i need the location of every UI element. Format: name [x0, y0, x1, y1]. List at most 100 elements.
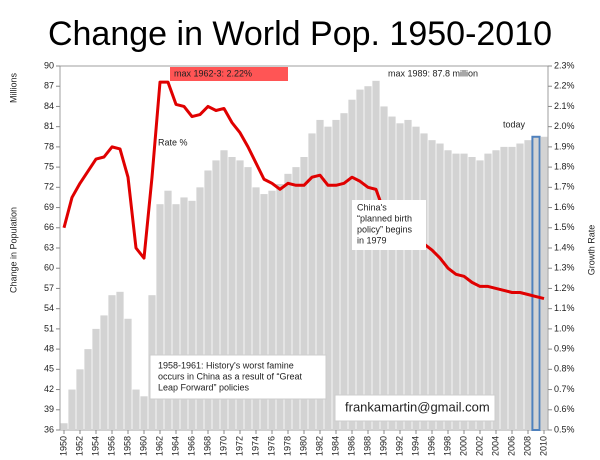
- x-tick-label: 2006: [506, 436, 516, 456]
- y-tick-label: 51: [44, 323, 54, 333]
- annotation: in 1979: [357, 235, 387, 245]
- x-tick-label: 1964: [170, 436, 180, 456]
- annotation: China's: [357, 202, 387, 212]
- bar: [228, 157, 236, 430]
- y-tick-label: 72: [44, 182, 54, 192]
- bar: [156, 204, 164, 430]
- bar: [196, 187, 204, 430]
- annotation: 1958-1961: History's worst famine: [158, 360, 294, 370]
- y-tick-label: 81: [44, 121, 54, 131]
- bar: [348, 99, 356, 430]
- bar: [276, 183, 284, 430]
- x-tick-label: 1960: [138, 436, 148, 456]
- y2-tick-label: 2.3%: [554, 60, 575, 70]
- y2-tick-label: 2.0%: [554, 121, 575, 131]
- x-tick-label: 2000: [458, 436, 468, 456]
- x-tick-label: 1956: [106, 436, 116, 456]
- y-tick-label: 54: [44, 303, 54, 313]
- x-tick-label: 1980: [298, 436, 308, 456]
- bar: [516, 143, 524, 430]
- y2-tick-label: 0.5%: [554, 424, 575, 434]
- x-tick-label: 1954: [90, 436, 100, 456]
- chart-title: Change in World Pop. 1950-2010: [48, 15, 552, 53]
- y-tick-label: 78: [44, 141, 54, 151]
- bar: [236, 160, 244, 431]
- x-tick-label: 1982: [314, 436, 324, 456]
- x-tick-label: 1976: [266, 436, 276, 456]
- bar: [364, 86, 372, 430]
- bar: [452, 153, 460, 430]
- bar: [188, 200, 196, 430]
- x-tick-label: 1998: [442, 436, 452, 456]
- y2-tick-label: 0.6%: [554, 404, 575, 414]
- bar: [492, 150, 500, 430]
- bar: [76, 369, 84, 430]
- annotation: “planned birth: [357, 213, 412, 223]
- y-tick-label: 66: [44, 222, 54, 232]
- bar: [404, 119, 412, 430]
- bar: [308, 133, 316, 430]
- annotation-box: [334, 394, 496, 422]
- annotation: today: [503, 119, 526, 129]
- y2-tick-label: 1.4%: [554, 242, 575, 252]
- bar: [132, 389, 140, 430]
- y2-tick-label: 1.8%: [554, 161, 575, 171]
- y2-tick-label: 1.6%: [554, 202, 575, 212]
- bar: [140, 396, 148, 430]
- y2-tick-label: 1.9%: [554, 141, 575, 151]
- x-tick-label: 1984: [330, 436, 340, 456]
- y-tick-label: 87: [44, 81, 54, 91]
- x-tick-label: 1952: [74, 436, 84, 456]
- y-tick-label: 69: [44, 202, 54, 212]
- bar: [244, 167, 252, 430]
- bar: [124, 318, 132, 430]
- bar: [108, 295, 116, 430]
- bar: [212, 160, 220, 431]
- x-tick-label: 1988: [362, 436, 372, 456]
- bar: [324, 126, 332, 431]
- bar: [268, 190, 276, 430]
- rate-line: [62, 80, 545, 301]
- y2-tick-label: 1.0%: [554, 323, 575, 333]
- annotation: frankamartin@gmail.com: [345, 399, 490, 414]
- bar: [252, 187, 260, 430]
- bar: [460, 153, 468, 430]
- bar: [100, 315, 108, 430]
- bar: [84, 349, 92, 430]
- annotation: max 1989: 87.8 million: [388, 68, 478, 78]
- annotation-box: [149, 354, 327, 400]
- bar: [396, 123, 404, 430]
- x-tick-label: 1992: [394, 436, 404, 456]
- y2-tick-label: 2.1%: [554, 101, 575, 111]
- bar: [116, 291, 124, 430]
- annotation-box: [170, 67, 288, 81]
- bar: [524, 140, 532, 431]
- y2-tick-label: 0.7%: [554, 384, 575, 394]
- bar: [164, 190, 172, 430]
- y-tick-label: 36: [44, 424, 54, 434]
- x-tick-label: 1970: [218, 436, 228, 456]
- highlighted-bar: [531, 135, 541, 431]
- bar: [540, 136, 548, 430]
- bar: [332, 119, 340, 430]
- x-tick-label: 1974: [250, 436, 260, 456]
- bar: [380, 106, 388, 430]
- y2-tick-label: 1.1%: [554, 303, 575, 313]
- x-tick-label: 1994: [410, 436, 420, 456]
- bar: [260, 194, 268, 430]
- y2-tick-label: 0.8%: [554, 364, 575, 374]
- y2-tick-label: 1.7%: [554, 182, 575, 192]
- y-tick-label: 84: [44, 101, 54, 111]
- bar: [60, 423, 68, 430]
- bar: [356, 89, 364, 430]
- bar: [412, 126, 420, 431]
- y-tick-label: 90: [44, 60, 54, 70]
- bar: [300, 157, 308, 430]
- y2-tick-label: 1.3%: [554, 263, 575, 273]
- y-tick-label: 63: [44, 242, 54, 252]
- bar: [476, 160, 484, 431]
- bar: [444, 150, 452, 430]
- x-tick-label: 1990: [378, 436, 388, 456]
- annotation: max 1962-3: 2.22%: [174, 68, 252, 78]
